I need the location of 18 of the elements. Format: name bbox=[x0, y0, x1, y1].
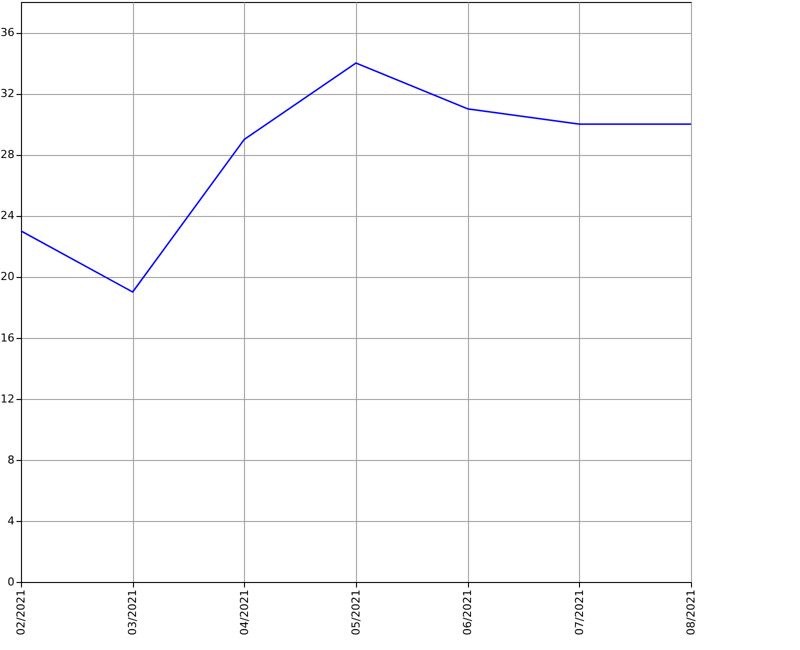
y-tick-label: 32 bbox=[0, 87, 14, 100]
x-tick-label: 03/2021 bbox=[126, 590, 140, 636]
y-tick-label: 12 bbox=[0, 392, 14, 406]
y-tick-label: 20 bbox=[0, 270, 14, 284]
y-tick-label: 0 bbox=[8, 576, 14, 588]
y-tick-label: 24 bbox=[0, 209, 14, 222]
y-tick-label: 16 bbox=[0, 331, 14, 344]
x-tick-label: 02/2021 bbox=[14, 590, 28, 636]
x-tick-label: 05/2021 bbox=[350, 590, 362, 636]
line-series bbox=[20, 62, 692, 293]
y-tick-label: 28 bbox=[0, 148, 14, 162]
y-tick-label: 8 bbox=[8, 453, 14, 466]
x-tick-label: 06/2021 bbox=[461, 590, 474, 636]
x-tick-label: 07/2021 bbox=[572, 590, 586, 636]
x-tick-label: 08/2021 bbox=[684, 590, 698, 636]
x-tick-label: 04/2021 bbox=[238, 590, 251, 636]
y-tick-label: 36 bbox=[0, 26, 14, 40]
y-tick-label: 4 bbox=[8, 514, 14, 528]
